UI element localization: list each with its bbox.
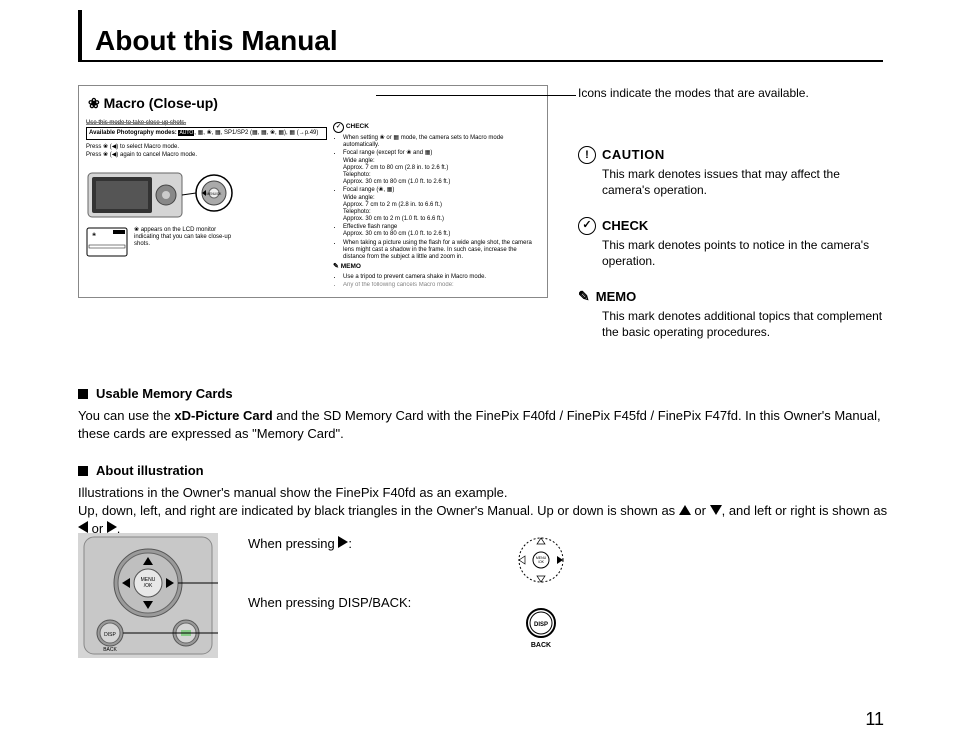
memo-subhead: ✎ MEMO <box>333 263 538 271</box>
macro-left-col: Use this mode to take close-up shots. Av… <box>84 118 329 292</box>
svg-text:DISP: DISP <box>534 622 548 628</box>
check-b-tele-v: Approx. 30 cm to 80 cm (1.0 ft. to 2.6 f… <box>343 179 450 185</box>
page-number: 11 <box>865 709 884 730</box>
about-illustration-section: About illustration Illustrations in the … <box>78 462 888 539</box>
title-rule <box>78 60 883 62</box>
triangle-right-icon <box>338 536 348 548</box>
usable-head: Usable Memory Cards <box>96 385 233 403</box>
macro-heading-text: Macro (Close-up) <box>104 95 218 111</box>
usable-pre: You can use the <box>78 408 174 423</box>
macro-body: Use this mode to take close-up shots. Av… <box>84 118 542 292</box>
press-disp-label: When pressing DISP/BACK: <box>248 595 411 610</box>
press-right-text: When pressing <box>248 536 338 551</box>
illustration-row: MENU /OK DISP BACK When pressing : When … <box>78 530 888 660</box>
modes-label: Available Photography modes: <box>89 130 177 136</box>
svg-text:MENU/OK: MENU/OK <box>207 192 223 196</box>
flower-icon: ❀ <box>88 95 100 111</box>
svg-text:BACK: BACK <box>103 647 117 653</box>
title-rule-vertical <box>78 10 82 60</box>
memo-icon-small: ✎ <box>333 263 339 270</box>
dial-right-icon: MENU /OK <box>511 530 571 590</box>
check-c-wide-v: Approx. 7 cm to 2 m (2.8 in. to 6.6 ft.) <box>343 202 442 208</box>
auto-icon: AUTO <box>178 130 194 136</box>
check-list: When setting ❀ or ▦ mode, the camera set… <box>333 135 538 261</box>
illus-l2b: , and left or right is shown as <box>722 503 887 518</box>
legend-caution: ! CAUTION This mark denotes issues that … <box>578 146 888 198</box>
caution-icon: ! <box>578 146 596 164</box>
modes-note: Icons indicate the modes that are availa… <box>578 85 888 101</box>
check-head: CHECK <box>602 217 648 235</box>
check-b: Focal range (except for ❀ and ▦) Wide an… <box>343 150 538 186</box>
check-icon: ✓ <box>578 217 596 235</box>
lcd-diagram: ❀ ❀ appears on the LCD monitor indicatin… <box>86 227 327 257</box>
check-c-tele-v: Approx. 30 cm to 2 m (1.0 ft. to 6.6 ft.… <box>343 216 444 222</box>
legend-memo: ✎ MEMO This mark denotes additional topi… <box>578 287 888 340</box>
check-d-head: Effective flash range <box>343 224 397 230</box>
check-d: Effective flash range Approx. 30 cm to 8… <box>343 224 538 238</box>
check-c-wide: Wide angle: <box>343 195 375 201</box>
check-icon-small: ✓ <box>333 122 344 133</box>
press-right-label: When pressing : <box>248 536 411 551</box>
lcd-note: ❀ appears on the LCD monitor indicating … <box>134 227 234 257</box>
memo-label-small: MEMO <box>341 263 361 270</box>
macro-intro: Use this mode to take close-up shots. <box>86 120 327 127</box>
svg-text:DISP: DISP <box>104 632 116 638</box>
check-b-wide: Wide angle: <box>343 158 375 164</box>
camera-diagram: MENU/OK <box>86 165 327 221</box>
check-b-tele: Telephoto: <box>343 172 371 178</box>
square-bullet-icon <box>78 389 88 399</box>
check-c: Focal range (❀, ▦) Wide angle: Approx. 7… <box>343 187 538 223</box>
caution-head: CAUTION <box>602 146 665 164</box>
lcd-illustration: ❀ <box>86 227 128 257</box>
svg-text:❀: ❀ <box>92 232 96 238</box>
check-subhead: ✓ CHECK <box>333 122 538 133</box>
memo-body: This mark denotes additional topics that… <box>602 308 888 340</box>
svg-text:/OK: /OK <box>538 560 545 564</box>
control-pad-illustration: MENU /OK DISP BACK <box>78 533 218 658</box>
usable-memory-section: Usable Memory Cards You can use the xD-P… <box>78 385 888 444</box>
memo-list: Use a tripod to prevent camera shake in … <box>333 274 538 289</box>
memo-icon: ✎ <box>578 287 590 306</box>
check-b-head: Focal range (except for ❀ and ▦) <box>343 150 432 156</box>
triangle-up-icon <box>679 505 691 515</box>
macro-right-col: ✓ CHECK When setting ❀ or ▦ mode, the ca… <box>329 118 542 292</box>
illus-line1: Illustrations in the Owner's manual show… <box>78 484 888 502</box>
square-bullet-icon <box>78 466 88 476</box>
modes-box: Available Photography modes: AUTO, ▦, ❀,… <box>86 127 327 140</box>
svg-text:/OK: /OK <box>144 583 153 589</box>
triangle-down-icon <box>710 505 722 515</box>
disp-back-icon: DISP BACK <box>511 605 571 655</box>
check-body: This mark denotes points to notice in th… <box>602 237 888 269</box>
small-dial-right: MENU /OK DISP BACK <box>511 530 571 660</box>
macro-heading: ❀ Macro (Close-up) <box>88 95 542 112</box>
check-d-v: Approx. 30 cm to 80 cm (1.0 ft. to 2.6 f… <box>343 231 450 237</box>
check-label-small: CHECK <box>346 123 369 130</box>
memo-2: Any of the following cancels Macro mode: <box>343 282 538 289</box>
macro-sample-box: ❀ Macro (Close-up) Use this mode to take… <box>78 85 548 298</box>
check-c-tele: Telephoto: <box>343 209 371 215</box>
usable-bold: xD-Picture Card <box>174 408 272 423</box>
sp-modes: SP1/SP2 <box>224 130 248 136</box>
check-e: When taking a picture using the flash fo… <box>343 240 538 262</box>
page-title: About this Manual <box>95 25 338 57</box>
illus-labels: When pressing : When pressing DISP/BACK: <box>248 536 411 654</box>
camera-illustration: MENU/OK <box>86 165 236 221</box>
modes-pref: (→p.49) <box>297 130 319 136</box>
svg-text:BACK: BACK <box>531 642 551 649</box>
illus-head: About illustration <box>96 462 204 480</box>
memo-head: MEMO <box>596 288 636 306</box>
check-c-head: Focal range (❀, ▦) <box>343 187 394 193</box>
usable-body: You can use the xD-Picture Card and the … <box>78 407 888 443</box>
press-right-suffix: : <box>348 536 352 551</box>
press-line-2: Press ❀ (◀) again to cancel Macro mode. <box>86 152 327 159</box>
caution-body: This mark denotes issues that may affect… <box>602 166 888 198</box>
check-a: When setting ❀ or ▦ mode, the camera set… <box>343 135 538 149</box>
illus-l2a: Up, down, left, and right are indicated … <box>78 503 679 518</box>
memo-1: Use a tripod to prevent camera shake in … <box>343 274 538 281</box>
press-line-1: Press ❀ (◀) to select Macro mode. <box>86 144 327 151</box>
check-b-wide-v: Approx. 7 cm to 80 cm (2.8 in. to 2.6 ft… <box>343 165 448 171</box>
callout-line <box>376 95 576 96</box>
legend-column: Icons indicate the modes that are availa… <box>578 85 888 358</box>
legend-check: ✓ CHECK This mark denotes points to noti… <box>578 217 888 269</box>
